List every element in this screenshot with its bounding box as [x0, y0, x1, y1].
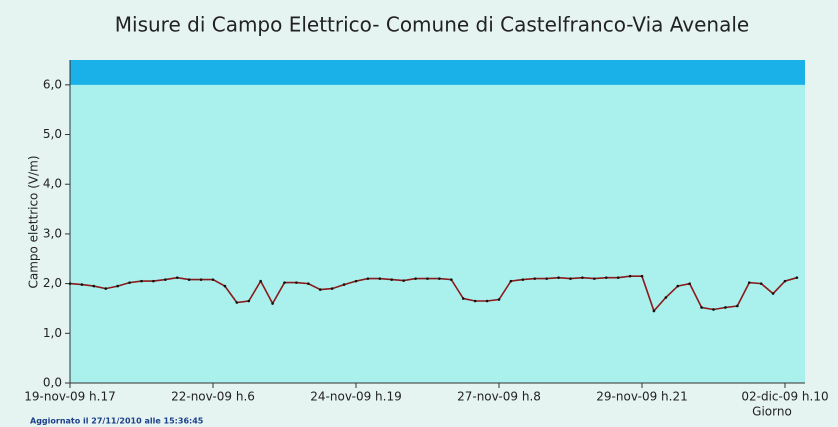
data-point — [176, 276, 179, 279]
data-point — [259, 280, 262, 283]
data-point — [450, 278, 453, 281]
data-point — [224, 285, 227, 288]
data-point — [498, 298, 501, 301]
footer: Aggiornato il 27/11/2010 alle 15:36:45 — [30, 417, 204, 426]
data-point — [748, 281, 751, 284]
data-point — [164, 278, 167, 281]
data-point — [581, 276, 584, 279]
x-tick-label: 27-nov-09 h.8 — [457, 390, 541, 404]
data-point — [355, 280, 358, 283]
data-point — [367, 277, 370, 280]
data-point — [140, 280, 143, 283]
data-point — [271, 302, 274, 305]
data-point — [188, 278, 191, 281]
x-axis-label: Giorno — [752, 405, 792, 419]
data-point — [557, 276, 560, 279]
data-point — [629, 275, 632, 278]
x-tick-label: 24-nov-09 h.19 — [310, 390, 401, 404]
x-tick-label: 29-nov-09 h.21 — [596, 390, 687, 404]
data-point — [784, 280, 787, 283]
data-point — [486, 300, 489, 303]
y-axis-label: Campo elettrico (V/m) — [27, 155, 41, 288]
data-point — [641, 275, 644, 278]
data-point — [307, 282, 310, 285]
data-point — [104, 287, 107, 290]
x-tick-label: 02-dic-09 h.10 — [741, 390, 828, 404]
y-tick-label: 3,0 — [43, 226, 62, 240]
data-point — [474, 300, 477, 303]
data-point — [760, 282, 763, 285]
data-point — [116, 285, 119, 288]
data-point — [379, 277, 382, 280]
y-tick-label: 0,0 — [43, 376, 62, 390]
data-point — [617, 276, 620, 279]
data-point — [438, 277, 441, 280]
data-point — [390, 278, 393, 281]
data-point — [295, 281, 298, 284]
data-point — [510, 280, 513, 283]
data-point — [319, 288, 322, 291]
data-point — [283, 281, 286, 284]
x-tick-label: 22-nov-09 h.6 — [171, 390, 255, 404]
data-point — [736, 305, 739, 308]
data-point — [93, 285, 96, 288]
data-point — [426, 277, 429, 280]
data-point — [236, 301, 239, 304]
data-point — [533, 277, 536, 280]
limit-band — [70, 60, 805, 85]
y-tick-label: 6,0 — [43, 77, 62, 91]
data-point — [712, 308, 715, 311]
data-point — [200, 278, 203, 281]
data-point — [152, 280, 155, 283]
data-point — [331, 287, 334, 290]
y-tick-label: 5,0 — [43, 127, 62, 141]
data-point — [688, 282, 691, 285]
plot-area — [70, 60, 805, 383]
data-point — [772, 292, 775, 295]
data-point — [676, 285, 679, 288]
data-point — [545, 277, 548, 280]
data-point — [593, 277, 596, 280]
data-point — [343, 283, 346, 286]
data-point — [653, 310, 656, 313]
data-point — [69, 282, 72, 285]
data-point — [212, 278, 215, 281]
chart: Misure di Campo Elettrico- Comune di Cas… — [0, 0, 838, 427]
y-tick-label: 4,0 — [43, 177, 62, 191]
chart-title: Misure di Campo Elettrico- Comune di Cas… — [115, 13, 749, 37]
data-point — [522, 278, 525, 281]
x-tick-label: 19-nov-09 h.17 — [24, 390, 115, 404]
y-tick-label: 1,0 — [43, 326, 62, 340]
data-point — [724, 306, 727, 309]
data-point — [402, 279, 405, 282]
data-point — [569, 277, 572, 280]
data-point — [700, 306, 703, 309]
y-tick-label: 2,0 — [43, 276, 62, 290]
data-point — [81, 283, 84, 286]
data-point — [665, 296, 668, 299]
data-point — [605, 276, 608, 279]
data-point — [462, 297, 465, 300]
data-point — [247, 300, 250, 303]
data-point — [128, 281, 131, 284]
data-point — [414, 277, 417, 280]
data-point — [796, 276, 799, 279]
